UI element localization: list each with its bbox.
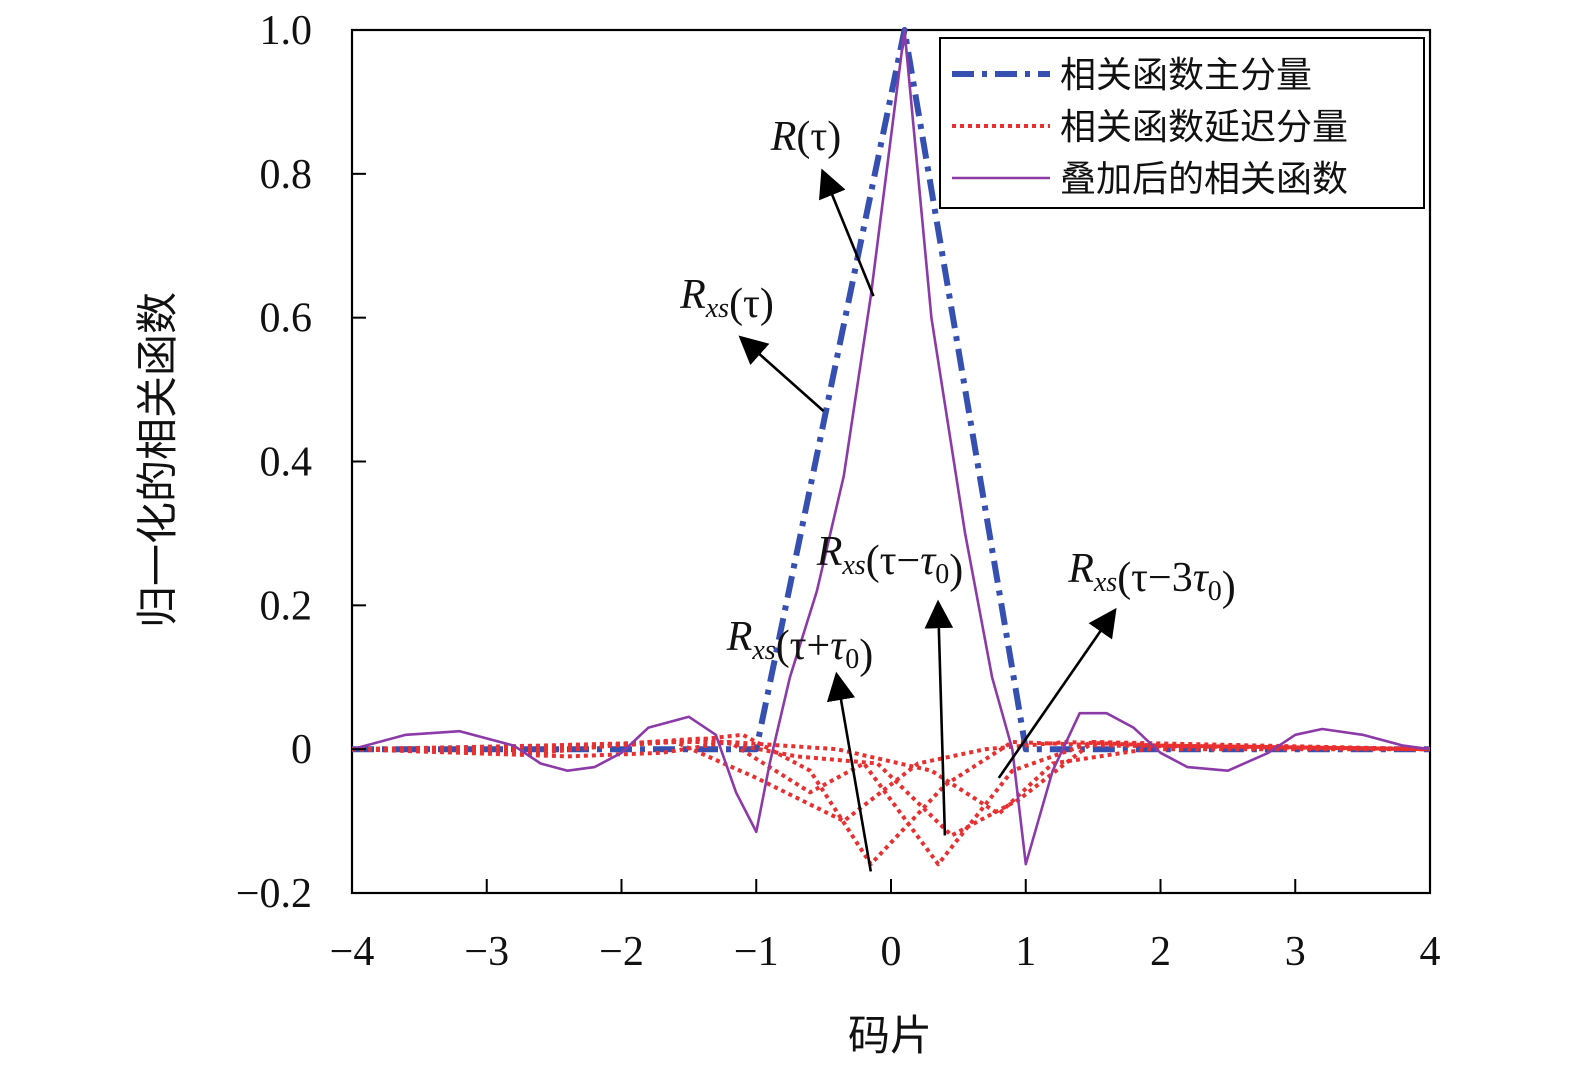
- legend-box: [939, 37, 1425, 209]
- annotation-layer: R(τ) Rxs(τ) Rxs(τ−τ0) Rxs(τ+τ0) Rxs(τ−3τ0): [679, 114, 1236, 872]
- x-tick-label: 0: [881, 929, 902, 975]
- x-tick-label: 3: [1285, 929, 1306, 975]
- y-axis-title: 归一化的相关函数: [133, 292, 182, 628]
- legend-label: 相关函数主分量: [1060, 55, 1312, 96]
- series-1-component-4-line: [351, 740, 1430, 816]
- y-tick-label: 0.6: [260, 296, 313, 342]
- y-tick-label: 1.0: [260, 8, 313, 54]
- y-tick-label: 0.2: [260, 583, 313, 629]
- y-tick-label: 0.8: [260, 152, 313, 198]
- x-axis-title: 码片: [848, 1011, 932, 1060]
- y-tick-label: −0.2: [236, 871, 312, 917]
- annotation-arrow: [997, 607, 1117, 779]
- axes-layer: −4 −3 −2 −1 0 1 2 3 4 −0.2 0 0.2 0.4 0.6 0.8 1.0: [236, 8, 1441, 975]
- series-layer: [351, 27, 1431, 867]
- y-tick-label: 0: [291, 727, 312, 773]
- x-tick-label: −4: [330, 929, 375, 975]
- y-tick-label: 0.4: [260, 440, 313, 486]
- annotation-arrow: [826, 671, 873, 872]
- series-1-component-1-line: [351, 740, 1431, 867]
- annotation-arrow: [819, 168, 875, 297]
- x-tick-label: 1: [1015, 929, 1036, 975]
- annotation-label: Rxs(τ): [679, 272, 774, 327]
- series-1-component-2-line: [352, 740, 1431, 824]
- annotation-label: R(τ): [770, 114, 842, 160]
- annotation-arrow: [924, 599, 954, 836]
- series-2-line: [351, 28, 1431, 866]
- x-tick-label: 2: [1150, 929, 1171, 975]
- x-tick-label: −1: [734, 929, 779, 975]
- x-tick-label: 4: [1420, 929, 1441, 975]
- annotation-label: Rxs(τ+τ0): [726, 614, 874, 678]
- annotation-label: Rxs(τ−3τ0): [1067, 546, 1236, 610]
- legend-label: 相关函数延迟分量: [1060, 107, 1348, 148]
- annotation-arrow: [738, 335, 825, 413]
- annotation-label: Rxs(τ−τ0): [816, 529, 964, 593]
- x-tick-label: −3: [464, 929, 509, 975]
- x-tick-label: −2: [599, 929, 644, 975]
- legend-label: 叠加后的相关函数: [1060, 159, 1348, 200]
